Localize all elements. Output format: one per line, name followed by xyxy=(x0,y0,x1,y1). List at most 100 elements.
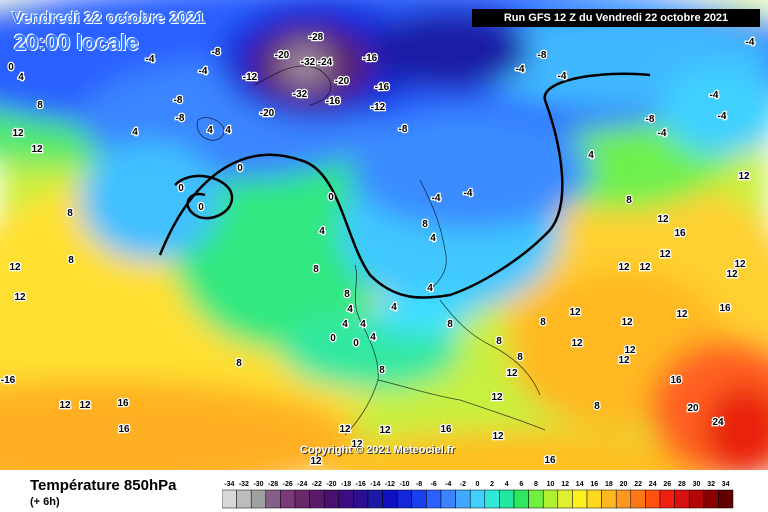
isotherm-value-label: -4 xyxy=(558,71,567,82)
isotherm-value-label: 8 xyxy=(379,365,385,376)
isotherm-value-label: 8 xyxy=(496,336,502,347)
isotherm-value-label: 12 xyxy=(12,128,24,139)
scale-swatch xyxy=(323,489,340,509)
isotherm-value-label: 12 xyxy=(659,249,671,260)
isotherm-value-label: 12 xyxy=(624,345,636,356)
zero-isotherm xyxy=(158,72,651,299)
isotherm-value-label: -20 xyxy=(275,50,290,61)
isotherm-value-label: 4 xyxy=(430,233,436,244)
scale-swatch xyxy=(674,489,690,509)
scale-tick-label: 24 xyxy=(649,481,657,488)
scale-swatch xyxy=(382,489,398,509)
scale-tick-label: -18 xyxy=(341,481,351,488)
isotherm-value-label: -16 xyxy=(375,82,390,93)
isotherm-value-label: -4 xyxy=(516,64,525,75)
isotherm-value-label: -32 xyxy=(293,89,308,100)
isotherm-value-label: 12 xyxy=(79,400,91,411)
scale-swatch xyxy=(309,489,325,509)
scale-tick-label: -30 xyxy=(253,481,263,488)
isotherm-value-label: 8 xyxy=(236,358,242,369)
scale-tick-label: -8 xyxy=(416,481,422,488)
scale-tick-label: 14 xyxy=(576,481,584,488)
model-run-banner: Run GFS 12 Z du Vendredi 22 octobre 2021 xyxy=(472,9,760,27)
isotherm-value-label: 0 xyxy=(237,163,243,174)
isotherm-value-label: 4 xyxy=(588,150,594,161)
scale-swatch xyxy=(426,489,442,509)
isotherm-value-label: -4 xyxy=(746,37,755,48)
isotherm-value-label: 4 xyxy=(225,125,231,136)
scale-swatch xyxy=(440,489,456,509)
scale-swatch xyxy=(718,489,734,509)
scale-tick-label: -20 xyxy=(326,481,336,488)
isotherm-value-label: 4 xyxy=(342,319,348,330)
isotherm-value-label: 0 xyxy=(353,338,359,349)
scale-swatch xyxy=(484,489,500,509)
isotherm-value-label: 16 xyxy=(440,424,452,435)
isotherm-value-label: -4 xyxy=(464,188,473,199)
isotherm-value-label: 12 xyxy=(351,439,363,450)
scale-tick-label: -28 xyxy=(268,481,278,488)
isotherm-value-label: 12 xyxy=(14,292,26,303)
scale-tick-label: -4 xyxy=(445,481,451,488)
scale-swatch xyxy=(236,489,252,509)
scale-tick-label: 2 xyxy=(490,481,494,488)
isotherm-value-label: -8 xyxy=(399,124,408,135)
scale-tick-label: 0 xyxy=(476,481,480,488)
isotherm-value-label: -8 xyxy=(212,47,221,58)
isotherm-value-label: 0 xyxy=(330,333,336,344)
isotherm-value-label: -4 xyxy=(199,66,208,77)
isotherm-value-label: 0 xyxy=(198,202,204,213)
scale-tick-label: 22 xyxy=(634,481,642,488)
scale-swatch xyxy=(294,489,310,509)
isotherm-value-label: -12 xyxy=(243,72,258,83)
isotherm-value-label: -4 xyxy=(718,111,727,122)
isotherm-value-label: 12 xyxy=(569,307,581,318)
isotherm-value-label: 20 xyxy=(687,403,699,414)
scale-swatch xyxy=(499,489,515,509)
isotherm-value-label: 12 xyxy=(639,262,651,273)
forecast-time: 20:00 locale xyxy=(14,30,139,55)
isotherm-value-label: 12 xyxy=(310,456,322,467)
scale-tick-label: -10 xyxy=(399,481,409,488)
scale-swatch xyxy=(528,489,544,509)
scale-swatch xyxy=(367,489,383,509)
isotherm-value-label: 4 xyxy=(391,302,397,313)
scale-tick-label: 8 xyxy=(534,481,538,488)
scale-tick-label: 4 xyxy=(505,481,509,488)
scale-tick-label: 26 xyxy=(663,481,671,488)
isotherm-value-label: 8 xyxy=(626,195,632,206)
scale-swatch xyxy=(586,489,602,509)
scale-swatch xyxy=(396,489,413,509)
scale-tick-label: 18 xyxy=(605,481,613,488)
scale-tick-label: 10 xyxy=(547,481,555,488)
isotherm-value-label: 8 xyxy=(594,401,600,412)
isotherm-value-label: 8 xyxy=(344,289,350,300)
isotherm-value-label: 12 xyxy=(491,392,503,403)
isotherm-value-label: 12 xyxy=(492,431,504,442)
scale-tick-label: -16 xyxy=(356,481,366,488)
scale-swatch xyxy=(280,489,296,509)
isotherm-value-label: -4 xyxy=(432,193,441,204)
isotherm-value-label: -20 xyxy=(335,76,350,87)
scale-tick-label: 16 xyxy=(590,481,598,488)
isotherm-value-label: -8 xyxy=(646,114,655,125)
isotherm-value-label: -8 xyxy=(538,50,547,61)
scale-tick-label: -22 xyxy=(312,481,322,488)
isotherm-value-label: -28 xyxy=(309,32,324,43)
isotherm-value-label: 0 xyxy=(178,183,184,194)
isotherm-value-label: 0 xyxy=(8,62,14,73)
isotherm-value-label: 12 xyxy=(571,338,583,349)
scale-swatch xyxy=(688,489,705,509)
isotherm-value-label: 16 xyxy=(544,455,556,466)
isotherm-value-label: -32 xyxy=(301,57,316,68)
isotherm-value-label: 12 xyxy=(9,262,21,273)
isotherm-value-label: 16 xyxy=(118,424,130,435)
isotherm-value-label: -8 xyxy=(176,113,185,124)
isotherm-value-label: -20 xyxy=(260,108,275,119)
scale-tick-label: -26 xyxy=(283,481,293,488)
coastlines xyxy=(196,65,546,436)
legend-footer: Température 850hPa (+ 6h) -34 -32 -30 -28 -2… xyxy=(0,470,768,512)
forecast-offset: (+ 6h) xyxy=(30,496,60,508)
scale-tick-label: 28 xyxy=(678,481,686,488)
scale-tick-label: -6 xyxy=(431,481,437,488)
